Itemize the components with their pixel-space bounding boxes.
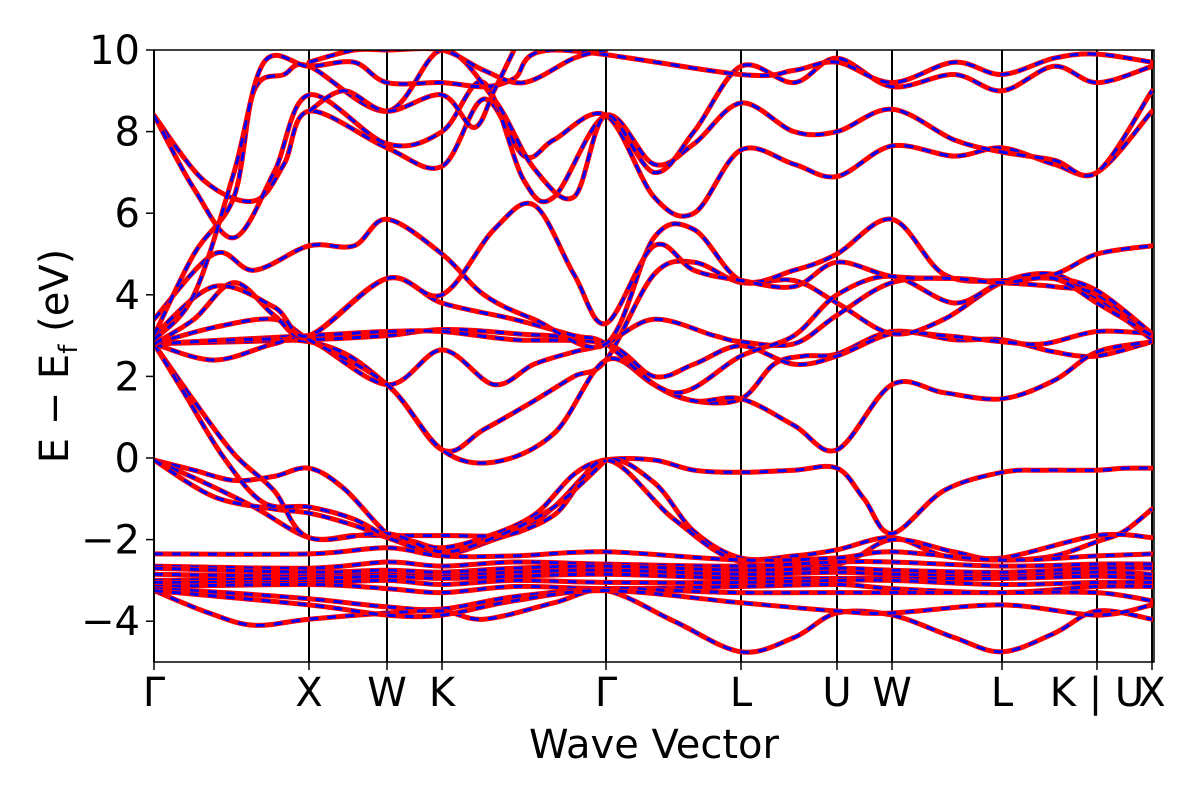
band-10-dashed [154,578,1153,587]
band-22-solid [154,200,1154,339]
x-tick-label-9: K | U [1050,670,1144,716]
x-axis-label: Wave Vector [529,722,780,768]
band-14-dashed [154,589,1153,619]
y-tick-label-1: 8 [115,110,140,156]
y-tick-label-4: 2 [115,354,140,400]
band-3-dashed [154,342,608,554]
band-12-dashed [154,586,1153,612]
band-27-dashed [308,50,607,85]
y-tick-label-5: 0 [115,436,140,482]
y-axis-label-main: E − E [32,354,78,464]
band-4-dashed [154,343,388,539]
y-tick-label-3: 4 [115,273,140,319]
x-tick-label-1: X [295,670,322,716]
y-axis-label-unit: (eV) [32,249,78,345]
band-23-dashed [154,97,1154,218]
band-7-dashed [154,564,1153,574]
band-2-dashed [154,458,1153,569]
y-tick-label-2: 6 [115,191,140,237]
band-series [154,50,1154,655]
x-tick-label-0: Γ [143,670,166,716]
x-tick-label-3: K [429,670,457,716]
band-27-solid [306,50,609,86]
y-ticks: 10 8 6 4 2 0 −2 −4 [81,28,154,645]
band-20-dashed [154,274,1153,395]
y-tick-label-0: 10 [89,28,140,74]
x-tick-label-7: W [872,670,912,716]
x-tick-label-4: Γ [595,670,618,716]
y-tick-label-6: −2 [81,518,140,564]
x-tick-label-5: L [730,670,753,716]
x-tick-label-8: L [991,670,1014,716]
x-tick-label-10: X [1138,670,1165,716]
plot-frame [153,49,1155,663]
y-axis-label: E − Ef (eV) [32,249,84,464]
y-tick-label-7: −4 [81,599,140,645]
x-tick-label-6: U [822,670,851,716]
band-16-dashed [154,329,1153,379]
x-tick-label-2: W [367,670,407,716]
band-0-dashed [154,457,1153,550]
band-5-dashed [154,546,1153,562]
band-26-dashed [154,50,1153,341]
band-25-dashed [154,50,1153,337]
band-28-dashed [308,50,516,129]
band-9-dashed [154,572,1153,582]
band-13-dashed [154,588,1153,654]
y-axis-label-subscript: f [54,344,84,354]
